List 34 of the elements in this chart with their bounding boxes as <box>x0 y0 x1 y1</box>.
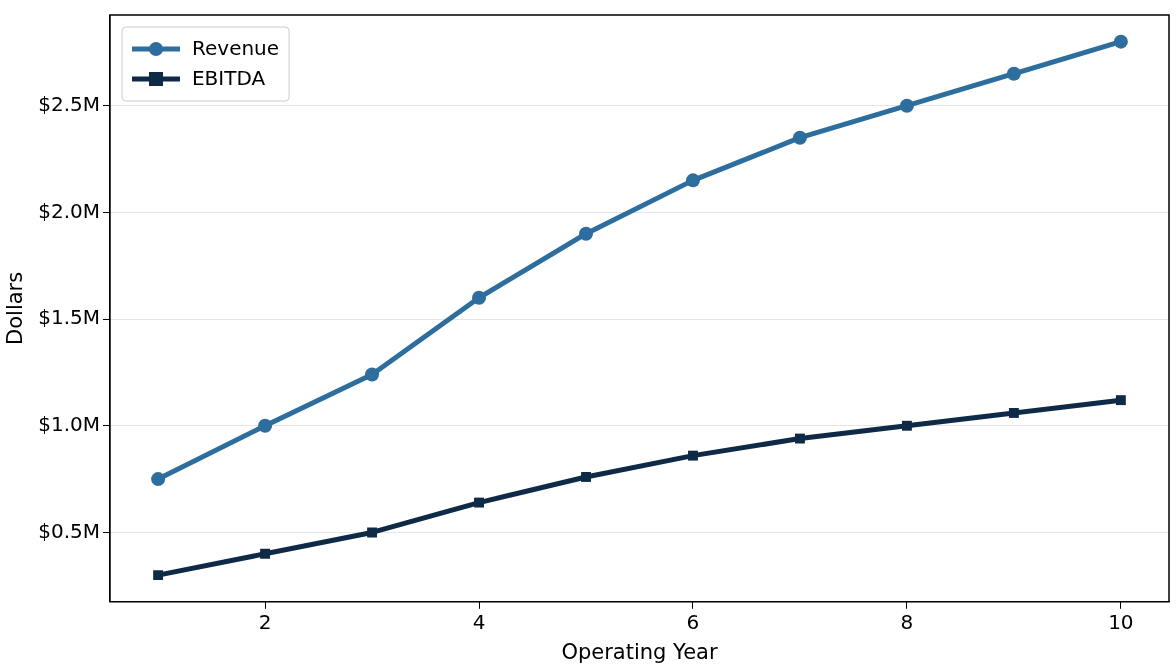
y-tick-label: $1.5M <box>38 305 100 330</box>
point <box>901 420 912 431</box>
point <box>688 450 698 461</box>
point <box>579 226 594 241</box>
y-axis-title: Dollars <box>3 271 28 345</box>
point <box>153 570 164 581</box>
y-tick-label: $2.0M <box>38 198 100 223</box>
point <box>151 472 166 487</box>
point <box>581 472 591 482</box>
point <box>472 290 487 305</box>
point <box>1115 395 1126 406</box>
legend-label: EBITDA <box>191 66 266 91</box>
x-tick-label: 6 <box>686 610 700 634</box>
x-tick-label: 8 <box>900 610 914 634</box>
y-tick-label: $1.0M <box>38 411 100 436</box>
legend-label: Revenue <box>191 36 280 61</box>
point <box>258 418 273 433</box>
x-tick-label: 10 <box>1108 610 1134 634</box>
point <box>795 433 805 444</box>
x-tick-label: 4 <box>472 610 486 634</box>
point <box>685 173 700 188</box>
point <box>365 367 380 382</box>
y-tick-label: $0.5M <box>38 518 100 543</box>
y-tick-label: $2.5M <box>38 91 100 116</box>
point <box>474 497 484 508</box>
point <box>1113 34 1128 49</box>
point <box>1008 408 1019 418</box>
point <box>367 527 378 538</box>
point <box>260 548 271 559</box>
x-axis-title: Operating Year <box>561 639 718 664</box>
point <box>899 98 914 113</box>
x-tick-label: 2 <box>258 610 272 634</box>
point <box>1006 66 1021 81</box>
point <box>792 130 807 145</box>
